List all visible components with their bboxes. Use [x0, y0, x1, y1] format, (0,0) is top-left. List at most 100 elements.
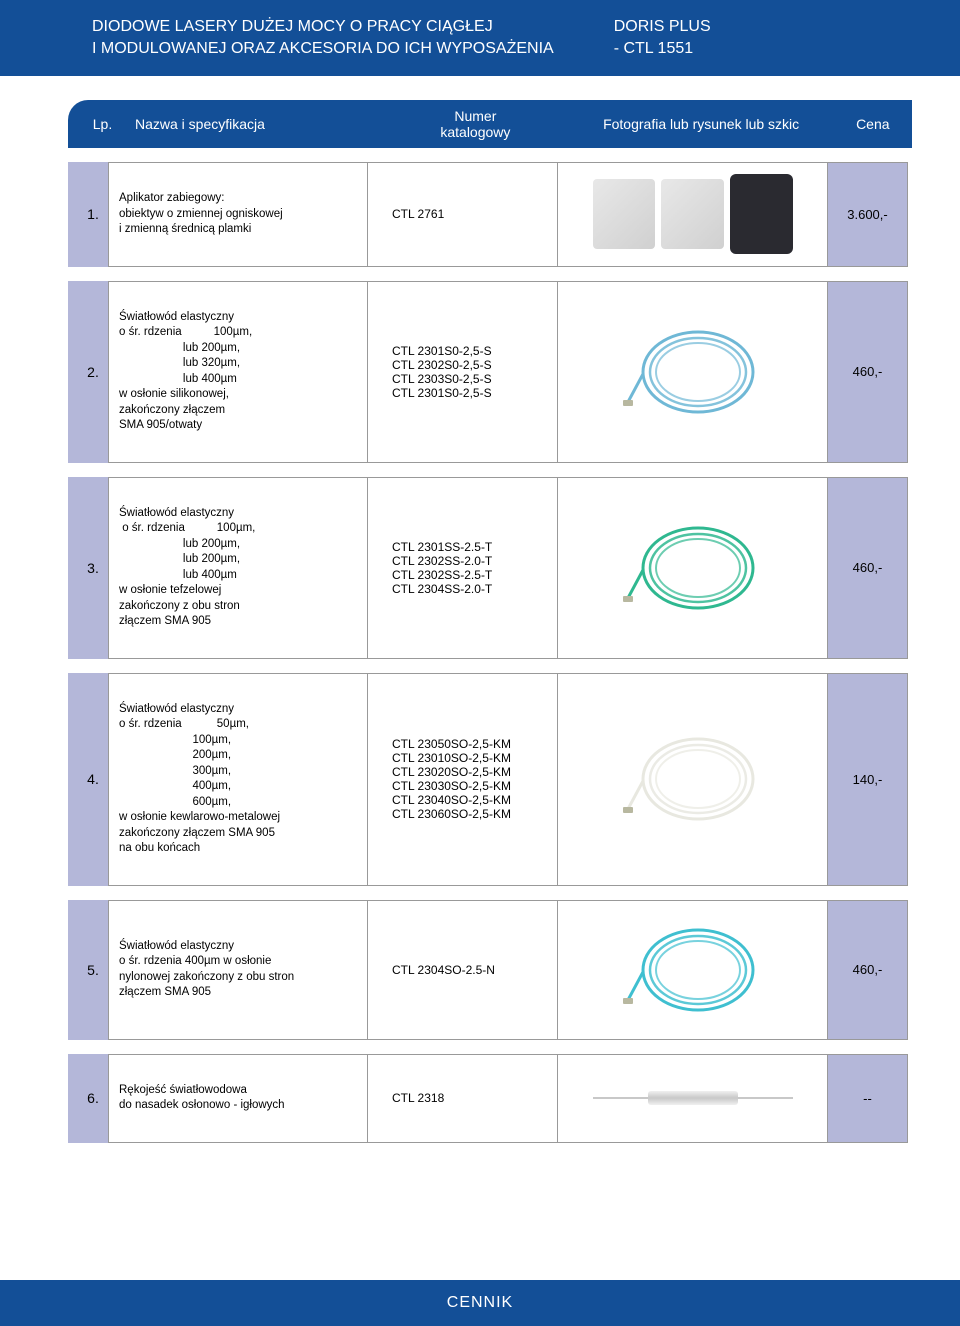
spec-line: do nasadek osłonowo - igłowych	[119, 1098, 357, 1114]
spec-line: lub 200µm,	[119, 341, 357, 357]
cell-catalog: CTL 2761	[368, 162, 558, 267]
spec-line: 300µm,	[119, 764, 357, 780]
spec-line: Światłowód elastyczny	[119, 939, 357, 955]
page-footer: CENNIK	[0, 1280, 960, 1326]
catalog-code: CTL 2301S0-2,5-S	[392, 344, 492, 358]
cell-price: 140,-	[828, 673, 908, 886]
cell-catalog: CTL 2318	[368, 1054, 558, 1143]
handpiece-line	[738, 1097, 793, 1099]
table-row: 4.Światłowód elastycznyo śr. rdzenia 50µ…	[48, 673, 912, 886]
cell-lp: 6.	[68, 1054, 108, 1143]
cell-photo	[558, 900, 828, 1040]
spec-line: Światłowód elastyczny	[119, 702, 357, 718]
spec-line: obiektyw o zmiennej ogniskowej	[119, 207, 357, 223]
catalog-code: CTL 23060SO-2,5-KM	[392, 807, 511, 821]
catalog-code: CTL 2301SS-2.5-T	[392, 540, 492, 554]
cell-photo	[558, 1054, 828, 1143]
col-header-price: Cena	[834, 116, 912, 132]
spec-line: lub 200µm,	[119, 537, 357, 553]
device-photo	[593, 169, 793, 259]
cell-catalog: CTL 2304SO-2.5-N	[368, 900, 558, 1040]
spec-line: w osłonie silikonowej,	[119, 387, 357, 403]
spec-line: lub 320µm,	[119, 356, 357, 372]
table-row: 1.Aplikator zabiegowy:obiektyw o zmienne…	[48, 162, 912, 267]
spec-line: o śr. rdzenia 50µm,	[119, 717, 357, 733]
fiber-coil-icon	[618, 518, 768, 618]
catalog-code: CTL 23040SO-2,5-KM	[392, 793, 511, 807]
cell-spec: Światłowód elastycznyo śr. rdzenia 100µm…	[108, 281, 368, 463]
catalog-code: CTL 23050SO-2,5-KM	[392, 737, 511, 751]
spec-line: zakończony złączem SMA 905	[119, 826, 357, 842]
cell-price: --	[828, 1054, 908, 1143]
table-row: 6.Rękojeść światłowodowado nasadek osłon…	[48, 1054, 912, 1143]
catalog-code: CTL 2761	[392, 207, 444, 221]
spec-line: Rękojeść światłowodowa	[119, 1083, 357, 1099]
cell-catalog: CTL 23050SO-2,5-KMCTL 23010SO-2,5-KMCTL …	[368, 673, 558, 886]
spec-line: o śr. rdzenia 100µm,	[119, 325, 357, 341]
fiber-coil-icon	[618, 322, 768, 422]
spec-line: Aplikator zabiegowy:	[119, 191, 357, 207]
catalog-code: CTL 2303S0-2,5-S	[392, 372, 492, 386]
catalog-code: CTL 23010SO-2,5-KM	[392, 751, 511, 765]
catalog-code: CTL 2304SO-2.5-N	[392, 963, 495, 977]
device-icon	[730, 174, 793, 254]
spec-line: 400µm,	[119, 779, 357, 795]
cell-photo	[558, 477, 828, 659]
header-product: DORIS PLUS - CTL 1551	[614, 16, 711, 59]
footer-label: CENNIK	[447, 1294, 513, 1312]
spec-line: zakończony złączem	[119, 403, 357, 419]
catalog-code: CTL 2302S0-2,5-S	[392, 358, 492, 372]
catalog-code: CTL 2318	[392, 1091, 444, 1105]
col-header-lp: Lp.	[68, 116, 127, 132]
table-body: 1.Aplikator zabiegowy:obiektyw o zmienne…	[48, 162, 912, 1143]
device-icon	[661, 179, 724, 249]
handpiece-line	[593, 1097, 648, 1099]
device-icon	[593, 179, 656, 249]
spec-line: w osłonie tefzelowej	[119, 583, 357, 599]
cell-spec: Światłowód elastycznyo śr. rdzenia 50µm,…	[108, 673, 368, 886]
catalog-code: CTL 2304SS-2.0-T	[392, 582, 492, 596]
header-title-line2: I MODULOWANEJ ORAZ AKCESORIA DO ICH WYPO…	[92, 38, 554, 60]
table-row: 5.Światłowód elastycznyo śr. rdzenia 400…	[48, 900, 912, 1040]
catalog-code: CTL 23020SO-2,5-KM	[392, 765, 511, 779]
spec-line: w osłonie kewlarowo-metalowej	[119, 810, 357, 826]
col-header-spec: Nazwa i specyfikacja	[127, 116, 382, 132]
cell-spec: Światłowód elastyczny o śr. rdzenia 100µ…	[108, 477, 368, 659]
table-row: 3.Światłowód elastyczny o śr. rdzenia 10…	[48, 477, 912, 659]
col-header-catalog-l1: Numer	[390, 108, 561, 124]
catalog-code: CTL 2302SS-2.0-T	[392, 554, 492, 568]
cell-spec: Aplikator zabiegowy:obiektyw o zmiennej …	[108, 162, 368, 267]
catalog-code: CTL 2301S0-2,5-S	[392, 386, 492, 400]
spec-line: lub 400µm	[119, 372, 357, 388]
cell-catalog: CTL 2301S0-2,5-SCTL 2302S0-2,5-SCTL 2303…	[368, 281, 558, 463]
spec-line: na obu końcach	[119, 841, 357, 857]
catalog-code: CTL 23030SO-2,5-KM	[392, 779, 511, 793]
page-header: DIODOWE LASERY DUŻEJ MOCY O PRACY CIĄGŁE…	[0, 0, 960, 76]
cell-photo	[558, 162, 828, 267]
price-table: Lp. Nazwa i specyfikacja Numer katalogow…	[48, 100, 912, 1143]
cell-lp: 5.	[68, 900, 108, 1040]
spec-line: 200µm,	[119, 748, 357, 764]
header-title-line1: DIODOWE LASERY DUŻEJ MOCY O PRACY CIĄGŁE…	[92, 16, 554, 38]
cell-lp: 3.	[68, 477, 108, 659]
cell-lp: 4.	[68, 673, 108, 886]
cell-spec: Rękojeść światłowodowado nasadek osłonow…	[108, 1054, 368, 1143]
spec-line: 600µm,	[119, 795, 357, 811]
cell-price: 460,-	[828, 477, 908, 659]
spec-line: SMA 905/otwaty	[119, 418, 357, 434]
spec-line: o śr. rdzenia 100µm,	[119, 521, 357, 537]
col-header-catalog-l2: katalogowy	[390, 124, 561, 140]
cell-price: 460,-	[828, 900, 908, 1040]
spec-line: Światłowód elastyczny	[119, 506, 357, 522]
handpiece-icon	[593, 1088, 793, 1108]
cell-lp: 1.	[68, 162, 108, 267]
table-row: 2.Światłowód elastycznyo śr. rdzenia 100…	[48, 281, 912, 463]
spec-line: Światłowód elastyczny	[119, 310, 357, 326]
header-product-line1: DORIS PLUS	[614, 16, 711, 38]
cell-lp: 2.	[68, 281, 108, 463]
fiber-coil-icon	[618, 729, 768, 829]
spec-line: i zmienną średnicą plamki	[119, 222, 357, 238]
table-header-row: Lp. Nazwa i specyfikacja Numer katalogow…	[68, 100, 912, 148]
fiber-coil-icon	[618, 920, 768, 1020]
spec-line: lub 400µm	[119, 568, 357, 584]
